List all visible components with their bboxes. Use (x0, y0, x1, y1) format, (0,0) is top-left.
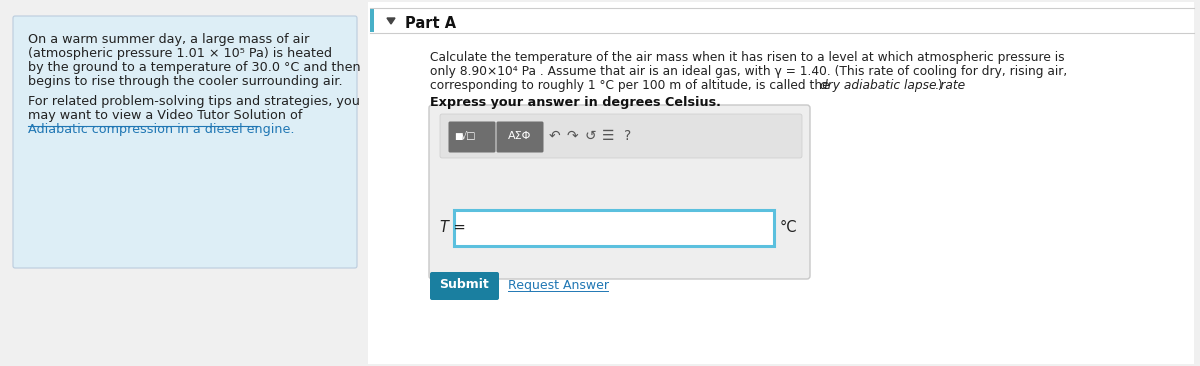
Text: T =: T = (440, 220, 466, 235)
FancyBboxPatch shape (454, 210, 774, 246)
Text: ↷: ↷ (566, 129, 578, 143)
Text: only 8.90×10⁴ Pa . Assume that air is an ideal gas, with γ = 1.40. (This rate of: only 8.90×10⁴ Pa . Assume that air is an… (430, 65, 1067, 78)
Text: begins to rise through the cooler surrounding air.: begins to rise through the cooler surrou… (28, 75, 343, 88)
Text: Calculate the temperature of the air mass when it has risen to a level at which : Calculate the temperature of the air mas… (430, 51, 1064, 64)
Text: ↺: ↺ (584, 129, 596, 143)
FancyBboxPatch shape (13, 16, 358, 268)
Text: corresponding to roughly 1 °C per 100 m of altitude, is called the: corresponding to roughly 1 °C per 100 m … (430, 79, 834, 92)
Text: ?: ? (624, 129, 631, 143)
Text: Express your answer in degrees Celsius.: Express your answer in degrees Celsius. (430, 96, 721, 109)
Text: Part A: Part A (406, 16, 456, 31)
Text: by the ground to a temperature of 30.0 °C and then: by the ground to a temperature of 30.0 °… (28, 61, 361, 74)
Text: Submit: Submit (439, 279, 488, 291)
Text: ☰: ☰ (601, 129, 614, 143)
FancyBboxPatch shape (370, 8, 374, 32)
Text: Adiabatic compression in a diesel engine.: Adiabatic compression in a diesel engine… (28, 123, 294, 136)
Text: .): .) (935, 79, 943, 92)
Text: On a warm summer day, a large mass of air: On a warm summer day, a large mass of ai… (28, 33, 310, 46)
Text: ■: ■ (454, 131, 462, 141)
Text: √□: √□ (461, 131, 476, 141)
Text: Request Answer: Request Answer (508, 279, 610, 291)
FancyBboxPatch shape (430, 105, 810, 279)
Text: ↶: ↶ (548, 129, 560, 143)
Text: (atmospheric pressure 1.01 × 10⁵ Pa) is heated: (atmospheric pressure 1.01 × 10⁵ Pa) is … (28, 47, 332, 60)
Text: °C: °C (780, 220, 798, 235)
Polygon shape (386, 18, 395, 24)
FancyBboxPatch shape (497, 122, 544, 153)
FancyBboxPatch shape (440, 114, 802, 158)
FancyBboxPatch shape (430, 272, 499, 300)
Text: may want to view a Video Tutor Solution of: may want to view a Video Tutor Solution … (28, 109, 302, 122)
Text: For related problem-solving tips and strategies, you: For related problem-solving tips and str… (28, 95, 360, 108)
Text: AΣΦ: AΣΦ (508, 131, 532, 141)
FancyBboxPatch shape (368, 2, 1194, 364)
FancyBboxPatch shape (449, 122, 496, 153)
Text: dry adiabatic lapse rate: dry adiabatic lapse rate (820, 79, 965, 92)
